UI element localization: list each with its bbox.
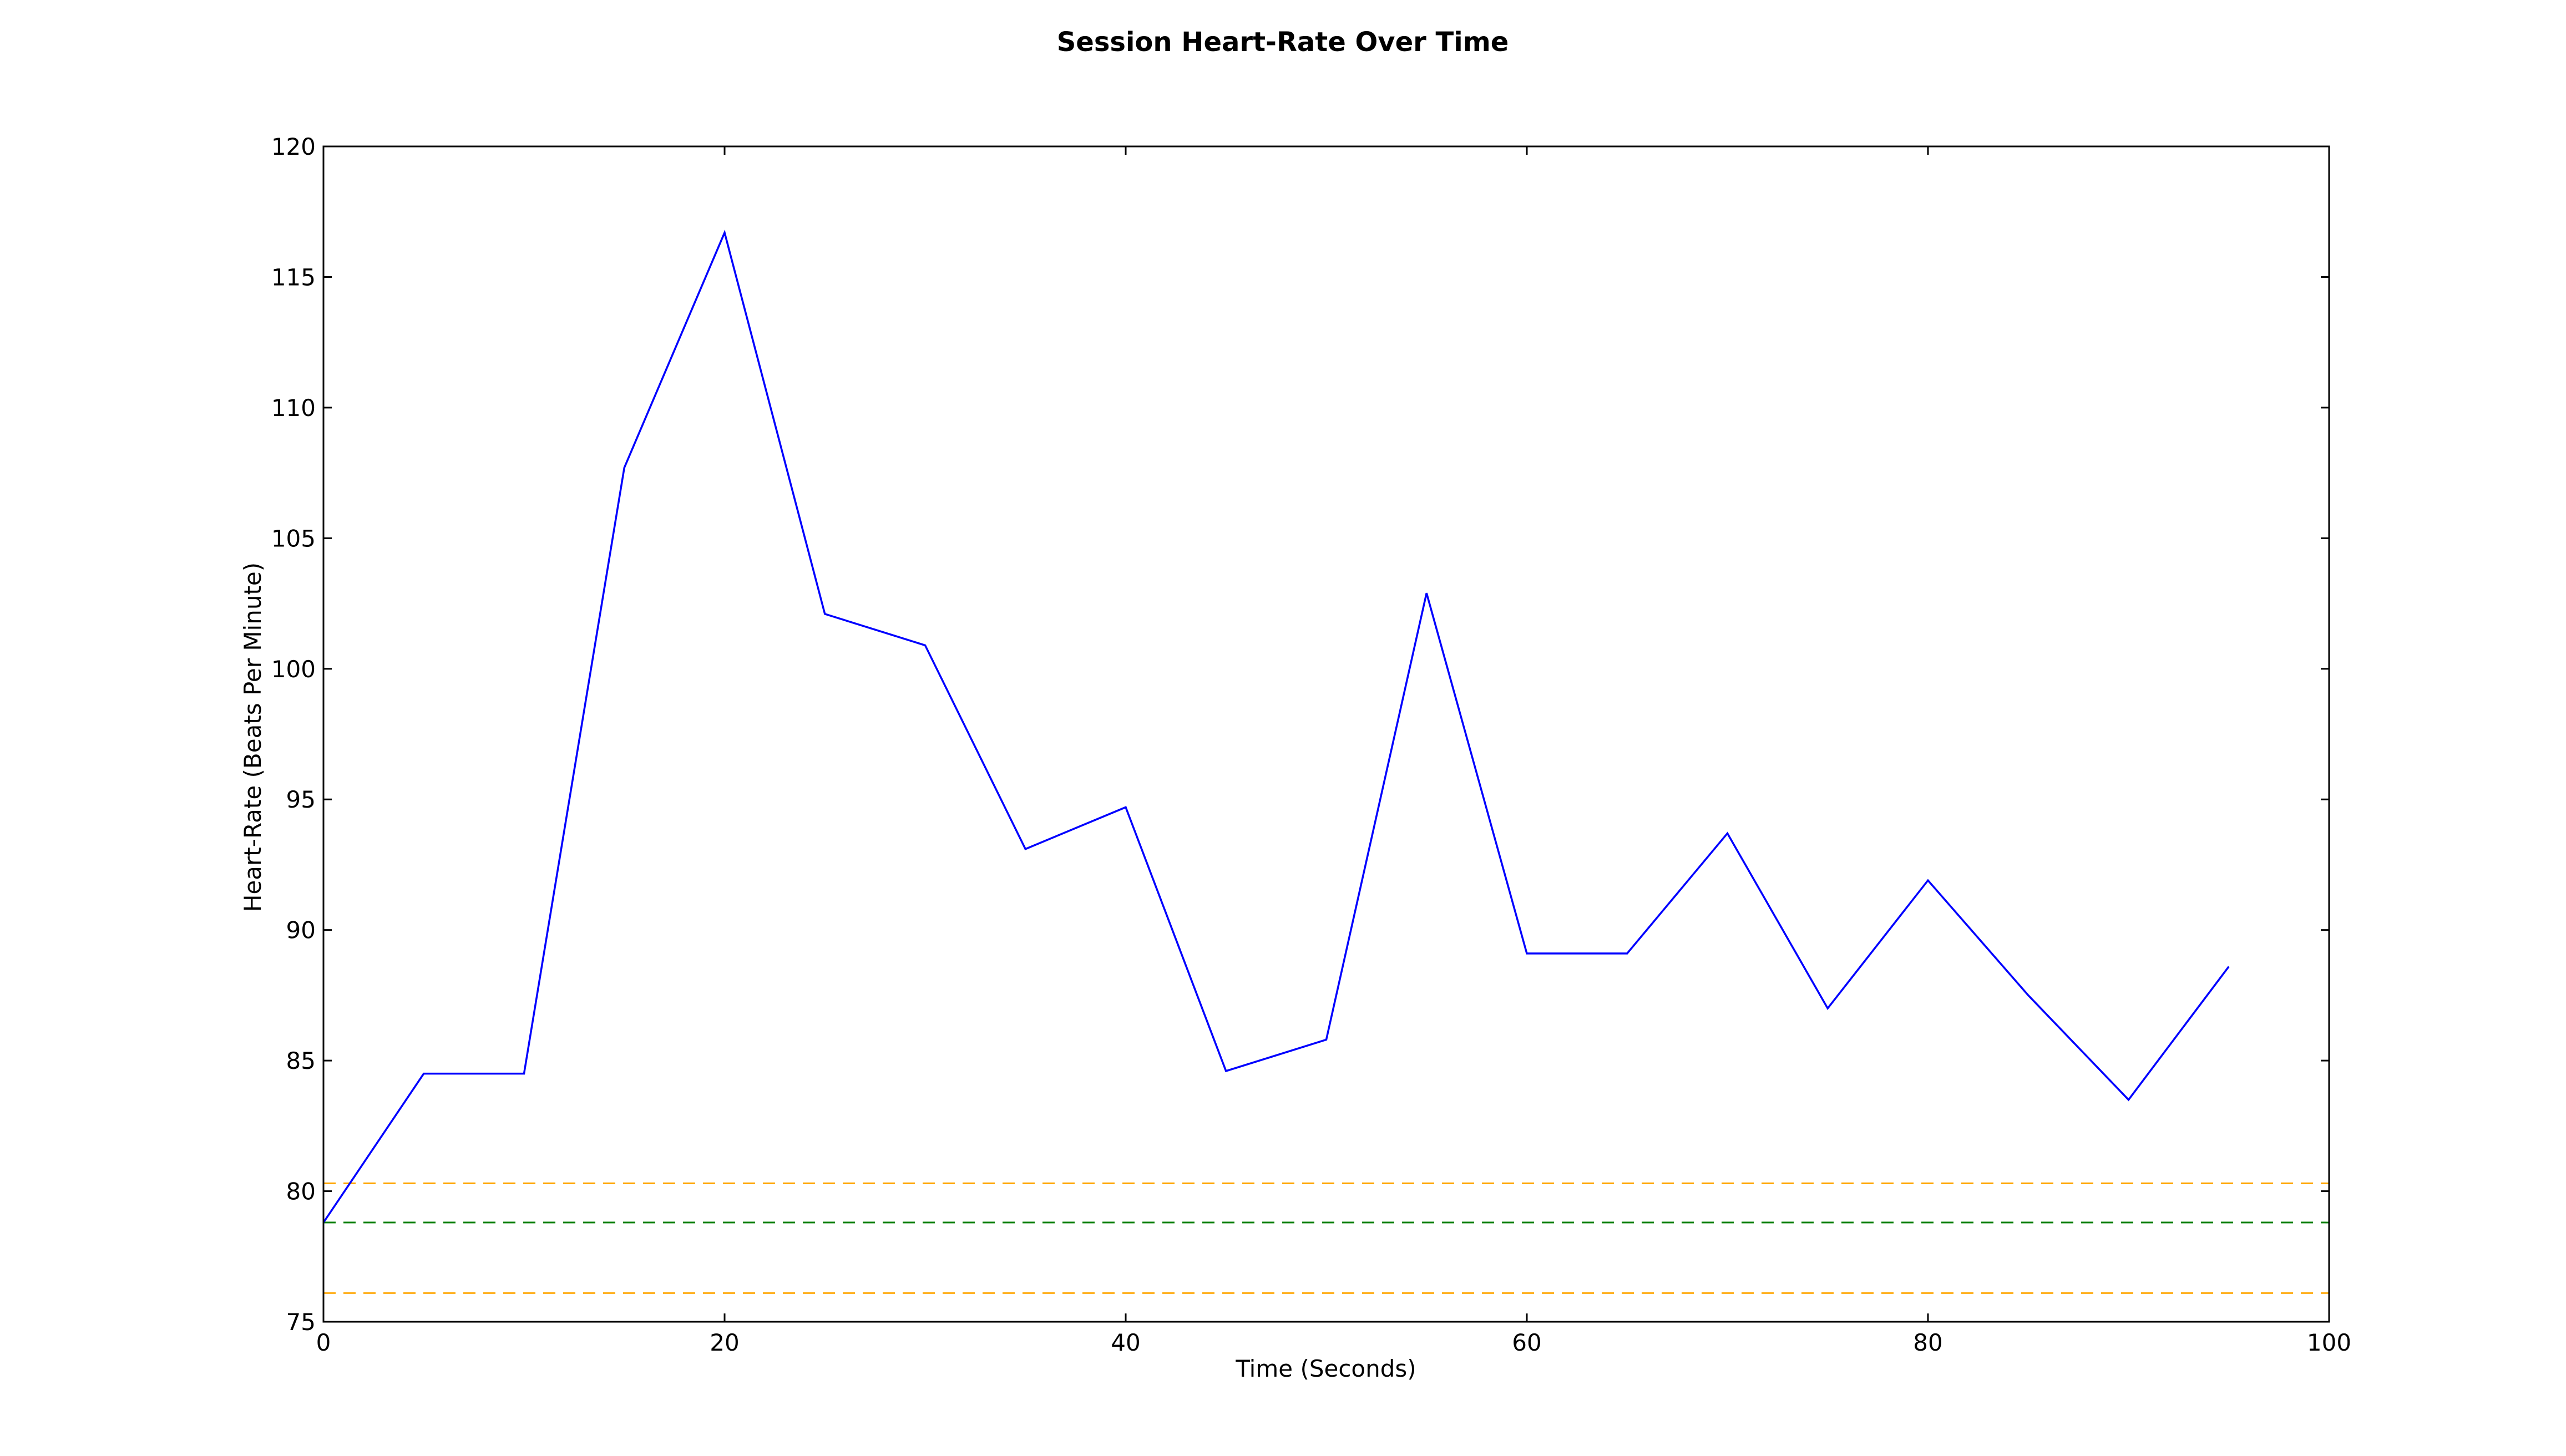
x-tick-label: 100 [2307, 1329, 2351, 1356]
axis-ticks: 0 20 40 60 80 100 75 80 85 90 95 100 105 110 115 120 [271, 133, 2351, 1356]
data-point [623, 466, 625, 469]
chart-title: Session Heart-Rate Over Time [1057, 27, 1509, 58]
data-point [1125, 806, 1127, 808]
reference-lines [323, 1182, 2329, 1294]
data-point [1727, 832, 1729, 834]
x-tick-label: 20 [710, 1329, 739, 1356]
data-point [1425, 592, 1428, 594]
data-point [1325, 1038, 1328, 1041]
y-tick-label: 105 [271, 525, 316, 552]
data-point [2128, 1099, 2130, 1101]
y-axis-label: Heart-Rate (Beats Per Minute) [239, 562, 266, 912]
x-tick-label: 0 [316, 1329, 331, 1356]
y-tick-label: 80 [286, 1178, 316, 1205]
series-layer [322, 230, 2230, 1224]
data-point [1526, 952, 1528, 955]
data-point [2027, 994, 2029, 996]
data-point [723, 231, 726, 234]
y-tick-label: 90 [286, 917, 316, 944]
y-tick-label: 120 [271, 133, 316, 160]
y-tick-label: 115 [271, 263, 316, 291]
y-tick-label: 110 [271, 394, 316, 422]
y-tick-label: 75 [286, 1308, 316, 1336]
y-tick-label: 85 [286, 1047, 316, 1074]
data-point [523, 1073, 525, 1075]
x-tick-label: 60 [1512, 1329, 1541, 1356]
series-line-1 [322, 230, 2230, 1224]
data-point [423, 1073, 425, 1075]
data-point [1024, 848, 1026, 850]
y-tick-label: 95 [286, 786, 316, 813]
data-point [1927, 879, 1929, 881]
x-tick-label: 80 [1913, 1329, 1942, 1356]
data-point [1826, 1007, 1829, 1009]
data-point [924, 644, 927, 646]
data-point [1626, 952, 1628, 955]
data-point [824, 613, 826, 615]
data-point [2228, 966, 2230, 968]
x-tick-label: 40 [1111, 1329, 1140, 1356]
x-axis-label: Time (Seconds) [1235, 1355, 1416, 1382]
data-point [1225, 1070, 1227, 1072]
y-tick-label: 100 [271, 656, 316, 683]
plot-frame [322, 145, 2330, 1323]
